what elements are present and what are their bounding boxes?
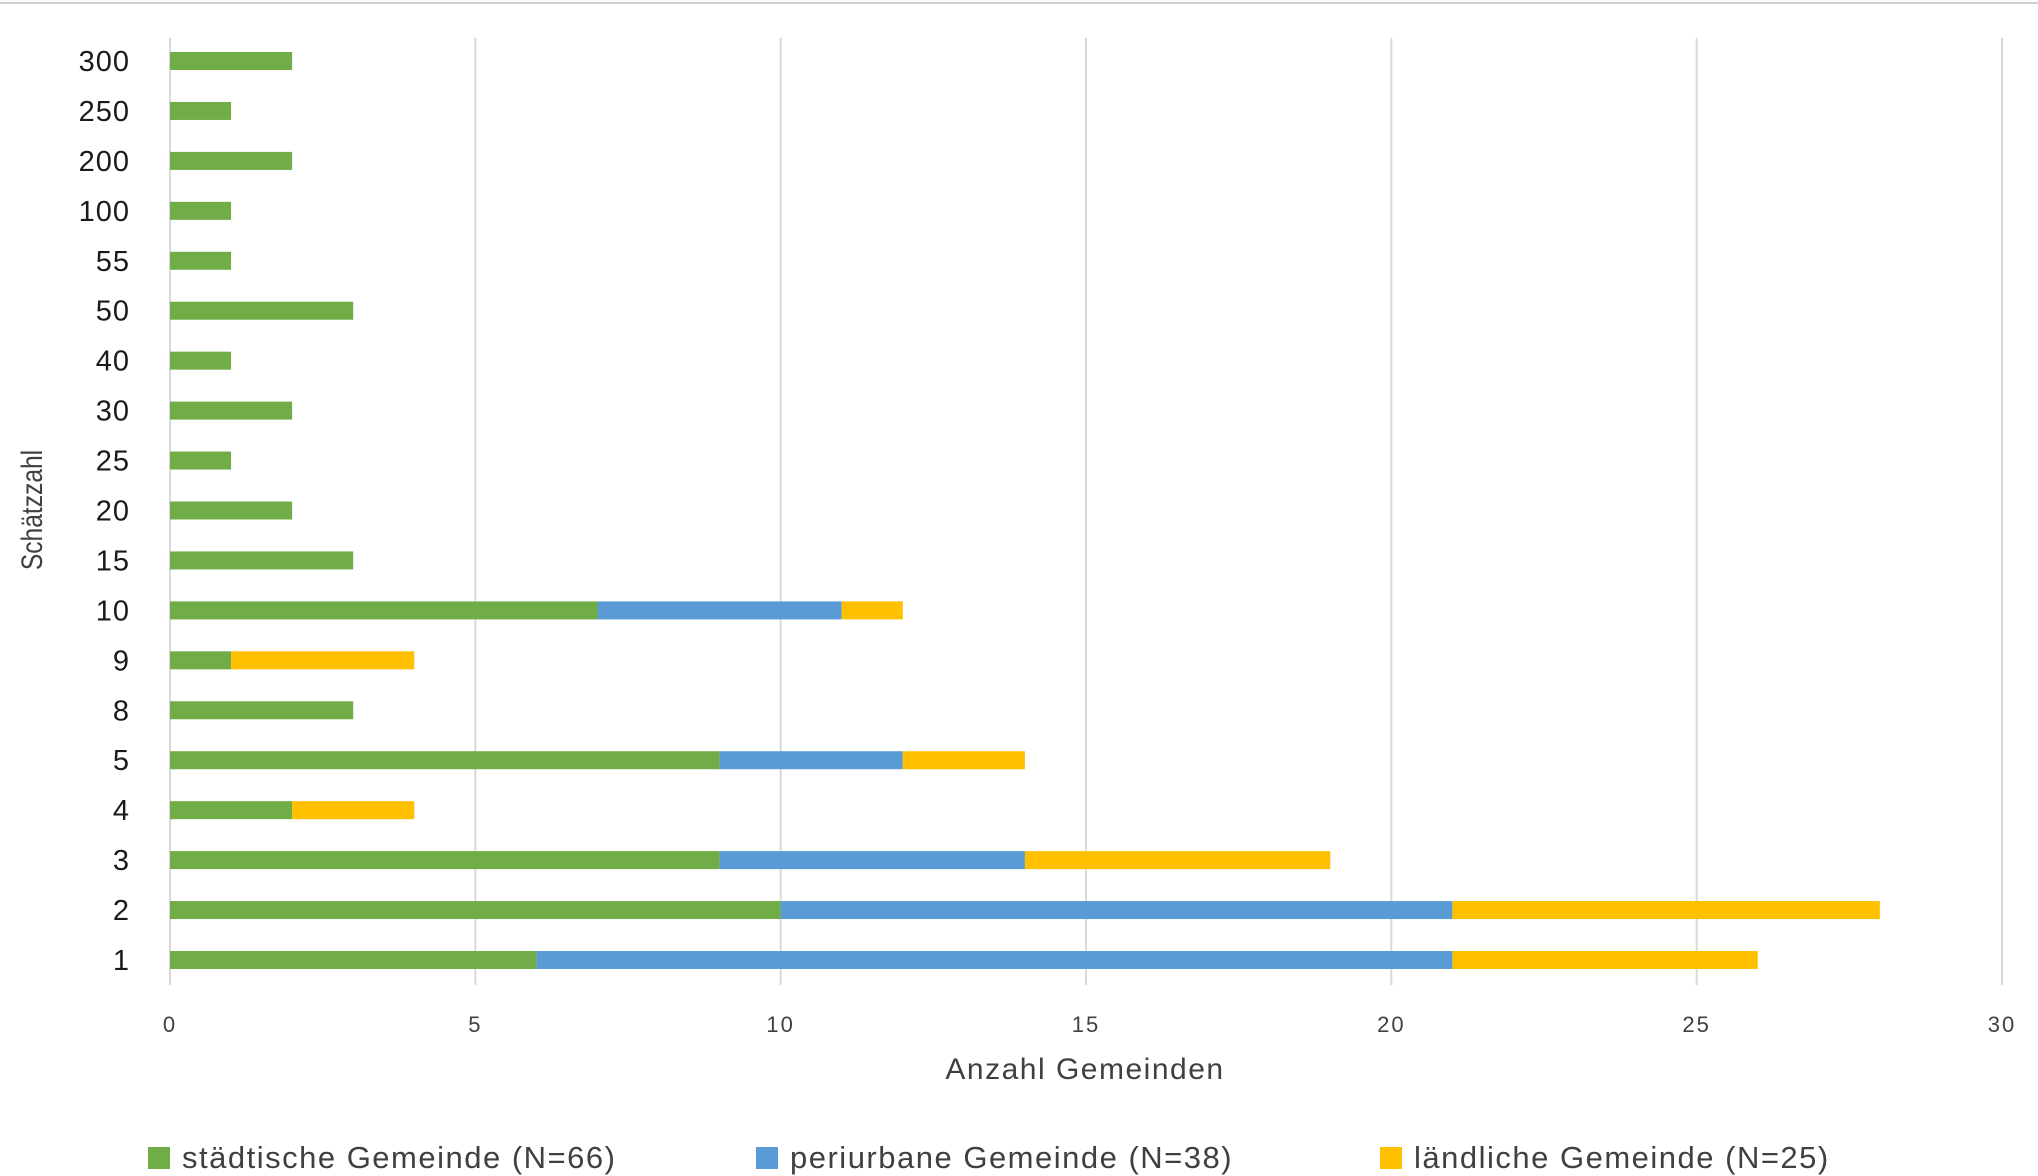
- bar-30-series-0: [170, 401, 293, 420]
- bar-10-series-2: [841, 601, 903, 620]
- x-tick-label-15: 15: [1072, 1012, 1100, 1037]
- bar-2-series-0: [170, 901, 781, 920]
- bar-20-series-0: [170, 501, 293, 520]
- x-tick-label-10: 10: [766, 1012, 794, 1037]
- legend-swatch-1: [756, 1147, 778, 1169]
- legend-label-1: periurbane Gemeinde (N=38): [790, 1140, 1233, 1175]
- x-tick-label-25: 25: [1682, 1012, 1710, 1037]
- bar-25-series-0: [170, 451, 232, 470]
- bar-10-series-0: [170, 601, 598, 620]
- legend-label-2: ländliche Gemeinde (N=25): [1414, 1140, 1830, 1175]
- x-tick-labels: 0 5 10 15 20 25 30: [163, 1012, 2016, 1037]
- bar-4-series-2: [292, 801, 415, 820]
- y-axis-title: Schätzzahl: [15, 450, 49, 570]
- y-tick-label-30: 30: [96, 396, 130, 428]
- y-tick-label-250: 250: [79, 96, 130, 128]
- bar-5-series-0: [170, 751, 720, 770]
- legend-label-0: städtische Gemeinde (N=66): [182, 1140, 616, 1175]
- bar-1-series-1: [536, 951, 1453, 969]
- bar-2-series-2: [1452, 901, 1880, 920]
- bar-250-series-0: [170, 101, 232, 120]
- y-tick-label-40: 40: [96, 346, 130, 378]
- bar-200-series-0: [170, 151, 293, 170]
- x-axis-title: Anzahl Gemeinden: [945, 1053, 1224, 1086]
- x-tick-label-20: 20: [1377, 1012, 1405, 1037]
- bar-4-series-0: [170, 801, 293, 820]
- y-tick-label-8: 8: [113, 695, 130, 727]
- bar-9-series-0: [170, 651, 232, 670]
- legend-swatch-0: [148, 1147, 170, 1169]
- bar-5-series-1: [719, 751, 903, 770]
- bar-2-series-1: [780, 901, 1453, 920]
- bar-40-series-0: [170, 351, 232, 370]
- y-tick-label-10: 10: [96, 595, 130, 627]
- y-tick-label-9: 9: [113, 645, 130, 677]
- y-tick-label-200: 200: [79, 146, 130, 178]
- x-tick-label-30: 30: [1988, 1012, 2016, 1037]
- y-tick-label-55: 55: [96, 246, 130, 278]
- bar-10-series-1: [597, 601, 842, 620]
- legend: städtische Gemeinde (N=66) periurbane Gem…: [148, 1140, 1830, 1175]
- bar-8-series-0: [170, 701, 354, 720]
- y-tick-labels: 1 2 3 4 5 8 9 10 15 20 25 30 40 50 55 100 200 250 300: [79, 46, 130, 977]
- y-tick-label-100: 100: [79, 196, 130, 228]
- y-tick-label-5: 5: [113, 745, 130, 777]
- bar-3-series-1: [719, 851, 1025, 870]
- y-tick-label-2: 2: [113, 895, 130, 927]
- bar-300-series-0: [170, 52, 293, 70]
- bars: [170, 52, 1880, 969]
- y-tick-label-20: 20: [96, 496, 130, 528]
- y-tick-label-25: 25: [96, 446, 130, 478]
- y-tick-label-50: 50: [96, 296, 130, 328]
- y-tick-label-15: 15: [96, 545, 130, 577]
- bar-1-series-0: [170, 951, 537, 969]
- bar-9-series-2: [231, 651, 415, 670]
- bar-3-series-2: [1024, 851, 1331, 870]
- bar-15-series-0: [170, 551, 354, 570]
- y-tick-label-1: 1: [113, 945, 130, 977]
- y-tick-label-3: 3: [113, 845, 130, 877]
- x-tick-label-0: 0: [163, 1012, 177, 1037]
- bar-5-series-2: [902, 751, 1025, 770]
- bar-1-series-2: [1452, 951, 1758, 969]
- bar-3-series-0: [170, 851, 720, 870]
- bar-100-series-0: [170, 201, 232, 220]
- gridlines: [169, 38, 2003, 985]
- y-tick-label-300: 300: [79, 46, 130, 78]
- x-tick-label-5: 5: [468, 1012, 482, 1037]
- legend-swatch-2: [1380, 1147, 1402, 1169]
- bar-55-series-0: [170, 251, 232, 270]
- y-tick-label-4: 4: [113, 795, 130, 827]
- bar-50-series-0: [170, 301, 354, 320]
